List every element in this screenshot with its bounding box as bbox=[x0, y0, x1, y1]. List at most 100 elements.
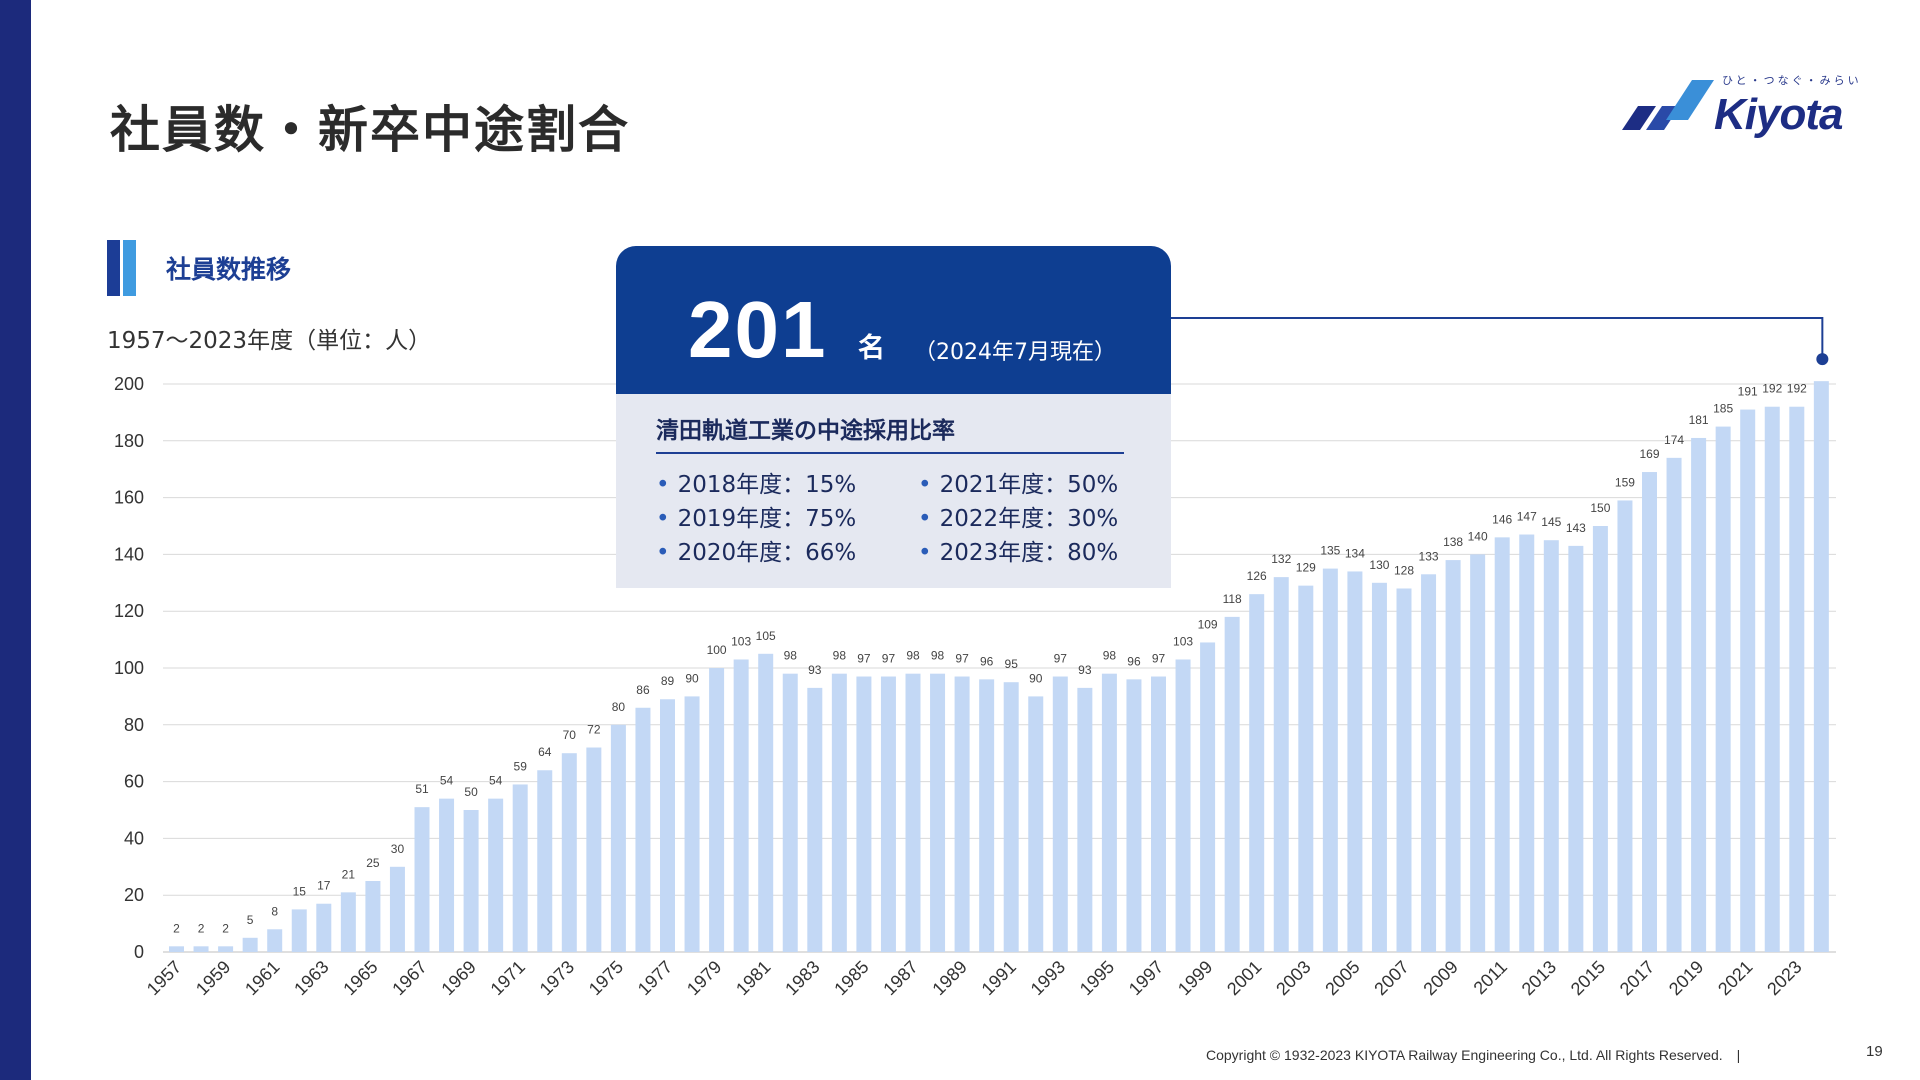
bar-value-label: 93 bbox=[808, 663, 822, 677]
x-tick-label: 2023 bbox=[1763, 957, 1805, 999]
bar-1987 bbox=[905, 673, 921, 952]
x-tick-label: 1965 bbox=[339, 957, 381, 999]
bar-value-label: 50 bbox=[464, 785, 478, 799]
bar-1969 bbox=[463, 810, 479, 952]
callout-header: 201 名 （2024年7月現在） bbox=[616, 246, 1171, 394]
y-tick-label: 80 bbox=[124, 715, 144, 735]
bar-value-label: 96 bbox=[1127, 654, 1141, 668]
x-tick-label: 2005 bbox=[1321, 957, 1363, 999]
bar-value-label: 150 bbox=[1590, 501, 1610, 515]
ratio-item: 2023年度：80% bbox=[918, 536, 1119, 570]
bar-1975 bbox=[610, 724, 626, 952]
logo-tagline: ひと・つなぐ・みらい bbox=[1722, 74, 1862, 87]
bar-value-label: 15 bbox=[293, 884, 307, 898]
x-tick-label: 2017 bbox=[1616, 957, 1658, 999]
y-tick-label: 180 bbox=[114, 431, 144, 451]
bar-value-label: 130 bbox=[1369, 558, 1389, 572]
x-tick-label: 1995 bbox=[1076, 957, 1118, 999]
bar-1991 bbox=[1003, 682, 1019, 952]
leader-dot bbox=[1816, 353, 1829, 366]
bar-value-label: 8 bbox=[271, 904, 278, 918]
bar-1970 bbox=[488, 798, 504, 952]
ratio-item: 2021年度：50% bbox=[918, 468, 1119, 502]
bar-value-label: 97 bbox=[1152, 652, 1166, 666]
bar-2019 bbox=[1691, 437, 1707, 953]
bar-value-label: 72 bbox=[587, 723, 601, 737]
callout-leader bbox=[1170, 317, 1829, 366]
bar-value-label: 103 bbox=[731, 634, 751, 648]
y-tick-label: 0 bbox=[134, 942, 144, 962]
left-accent-band bbox=[0, 0, 31, 1080]
bar-1985 bbox=[856, 676, 872, 952]
bar-2014 bbox=[1568, 545, 1584, 952]
ratio-item: 2018年度：15% bbox=[656, 468, 857, 502]
bar-value-label: 143 bbox=[1566, 521, 1586, 535]
bar-1960 bbox=[242, 937, 258, 952]
bar-1983 bbox=[807, 687, 823, 952]
x-tick-label: 1967 bbox=[388, 957, 430, 999]
ratio-list-right: 2021年度：50% 2022年度：30% 2023年度：80% bbox=[918, 468, 1119, 570]
headcount-unit: 名 bbox=[858, 333, 885, 364]
bar-1965 bbox=[365, 881, 381, 952]
bar-value-label: 159 bbox=[1615, 475, 1635, 489]
bar-value-label: 138 bbox=[1443, 535, 1463, 549]
bar-1996 bbox=[1126, 679, 1142, 952]
x-tick-label: 2015 bbox=[1567, 957, 1609, 999]
x-tick-label: 1993 bbox=[1027, 957, 1069, 999]
headcount-date-note: （2024年7月現在） bbox=[914, 340, 1116, 365]
bar-1963 bbox=[316, 903, 332, 952]
bar-value-label: 174 bbox=[1664, 433, 1684, 447]
bar-value-label: 98 bbox=[784, 649, 798, 663]
bar-2024 bbox=[1813, 381, 1829, 952]
bar-1994 bbox=[1077, 687, 1093, 952]
callout-divider bbox=[656, 452, 1124, 454]
bar-value-label: 134 bbox=[1345, 546, 1365, 560]
x-tick-label: 2007 bbox=[1370, 957, 1412, 999]
y-tick-label: 40 bbox=[124, 828, 144, 848]
x-tick-label: 1979 bbox=[683, 957, 725, 999]
x-tick-label: 1997 bbox=[1125, 957, 1167, 999]
bar-value-label: 128 bbox=[1394, 563, 1414, 577]
chart-bars bbox=[169, 381, 1829, 953]
bar-2003 bbox=[1298, 585, 1314, 952]
bar-1978 bbox=[684, 696, 700, 952]
bar-2010 bbox=[1470, 554, 1486, 952]
bar-value-label: 70 bbox=[563, 728, 577, 742]
bar-value-label: 100 bbox=[707, 643, 727, 657]
y-axis-labels: 0 20 40 60 80 100 120 140 160 180 200 bbox=[114, 374, 144, 962]
bar-1981 bbox=[758, 653, 774, 952]
x-tick-label: 2019 bbox=[1665, 957, 1707, 999]
bar-1988 bbox=[930, 673, 946, 952]
headcount-callout: 201 名 （2024年7月現在） 清田軌道工業の中途採用比率 2018年度：1… bbox=[616, 246, 1171, 588]
bar-1979 bbox=[709, 668, 725, 952]
y-tick-label: 120 bbox=[114, 601, 144, 621]
bar-2006 bbox=[1371, 582, 1387, 952]
bar-1976 bbox=[635, 707, 651, 952]
y-tick-label: 140 bbox=[114, 544, 144, 564]
bar-2022 bbox=[1764, 406, 1780, 953]
bar-value-label: 64 bbox=[538, 745, 552, 759]
bar-2021 bbox=[1740, 409, 1756, 952]
bar-1973 bbox=[561, 753, 577, 952]
x-tick-label: 1963 bbox=[290, 957, 332, 999]
bar-2018 bbox=[1666, 457, 1682, 952]
bar-value-label: 181 bbox=[1689, 413, 1709, 427]
bar-1964 bbox=[340, 892, 356, 952]
y-tick-label: 20 bbox=[124, 885, 144, 905]
x-tick-label: 1999 bbox=[1174, 957, 1216, 999]
bar-value-label: 97 bbox=[955, 652, 969, 666]
y-tick-label: 100 bbox=[114, 658, 144, 678]
bar-value-label: 25 bbox=[366, 856, 380, 870]
ratio-item: 2019年度：75% bbox=[656, 502, 857, 536]
x-tick-label: 1985 bbox=[830, 957, 872, 999]
bar-1961 bbox=[267, 929, 283, 952]
bar-value-label: 59 bbox=[514, 759, 528, 773]
x-tick-label: 1959 bbox=[192, 957, 234, 999]
x-tick-label: 2009 bbox=[1419, 957, 1461, 999]
bar-value-label: 129 bbox=[1296, 561, 1316, 575]
bar-1990 bbox=[979, 679, 995, 952]
x-axis-labels: 1957 1959 1961 1963 1965 1967 1969 1971 1973 1975… bbox=[143, 957, 1806, 999]
y-tick-label: 60 bbox=[124, 772, 144, 792]
bar-value-label: 192 bbox=[1762, 382, 1782, 396]
